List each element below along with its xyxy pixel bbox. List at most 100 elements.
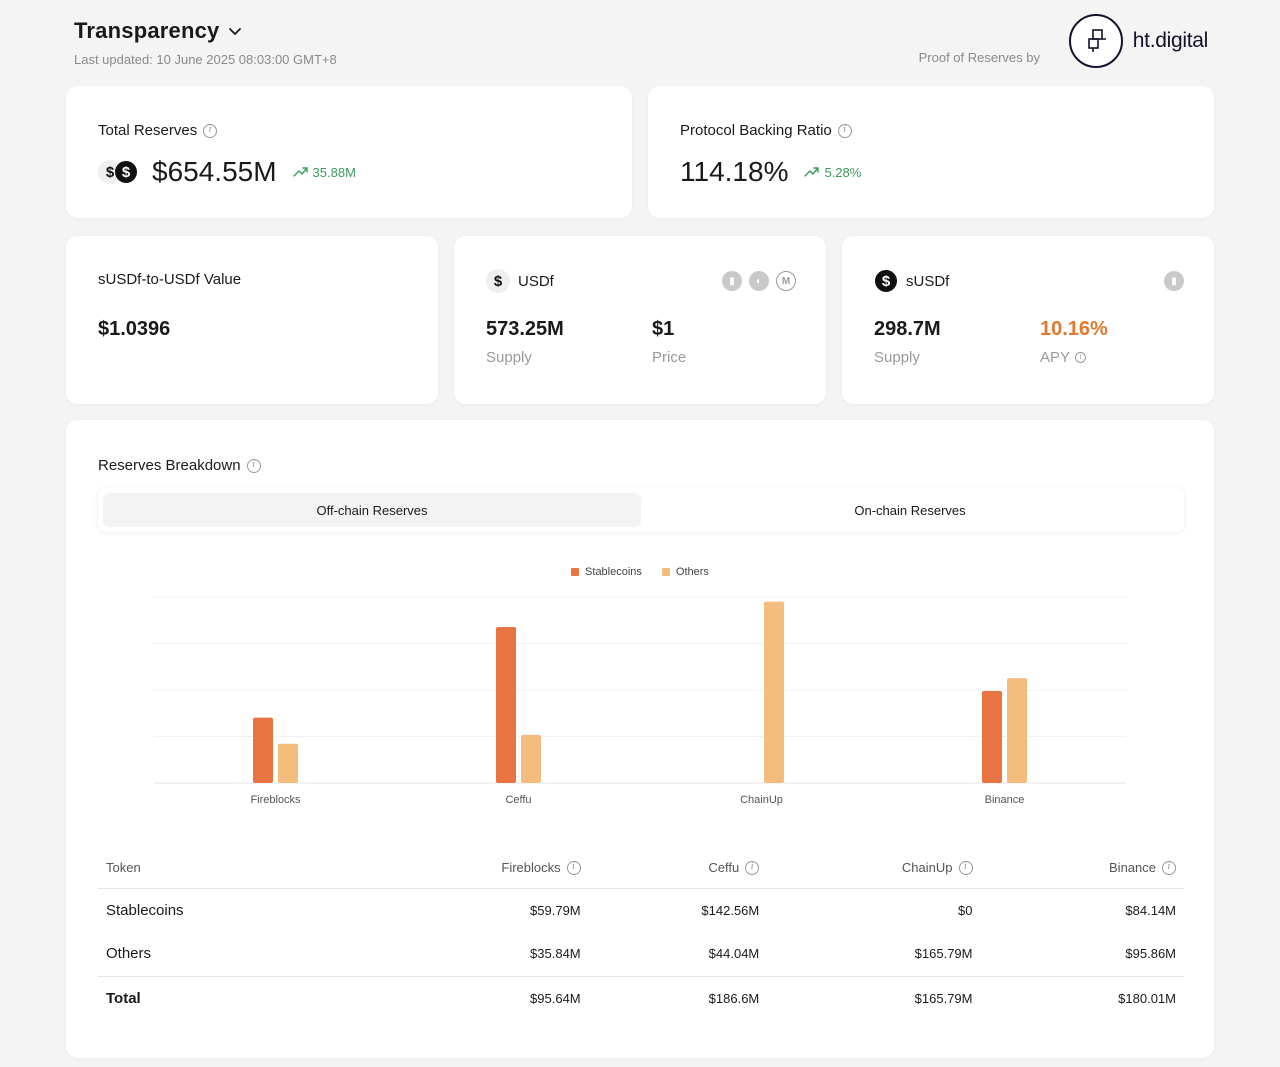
bar-ceffu-stablecoins[interactable] <box>496 627 516 783</box>
backing-ratio-value: 114.18% <box>680 156 789 187</box>
info-icon[interactable]: i <box>203 123 218 138</box>
chart-icon[interactable]: ▮ <box>1164 271 1184 291</box>
susdf-apy-label-text: APY <box>1040 349 1071 366</box>
col-binance-label: Binance <box>1109 860 1156 876</box>
usdf-supply-block: 573.25M Supply <box>486 318 564 366</box>
col-token: Token <box>98 848 352 889</box>
tab-on-chain-reserves[interactable]: On-chain Reserves <box>854 502 966 518</box>
col-chainup-label: ChainUp <box>901 860 953 876</box>
coinmarketcap-icon[interactable]: M <box>776 271 796 291</box>
cell-value: $186.6M <box>708 990 760 1006</box>
usdf-chain-icons: ▮ ◐ M <box>722 271 796 291</box>
backing-ratio-label-text: Protocol Backing Ratio <box>680 122 832 139</box>
reserves-breakdown-title-text: Reserves Breakdown <box>98 457 241 474</box>
cell-value: $95.86M <box>980 932 1184 977</box>
reserves-breakdown-card: Reserves Breakdown i Off-chain Reserves … <box>66 420 1214 1058</box>
bar-chainup-others[interactable] <box>764 601 784 783</box>
cell-value: $165.79M <box>914 990 973 1006</box>
x-tick-label-ceffu: Ceffu <box>505 794 531 806</box>
usdf-label-text: USDf <box>518 272 554 290</box>
row-token: Total <box>106 989 141 1007</box>
susdf-apy: 10.16% <box>1040 318 1108 340</box>
legend-others-label: Others <box>675 566 709 578</box>
bar-binance-stablecoins[interactable] <box>982 690 1002 783</box>
title-dropdown[interactable]: Transparency <box>74 18 1214 44</box>
table-row: Stablecoins $59.79M $142.56M $0 $84.14M <box>98 888 1184 932</box>
ht-digital-logo[interactable]: ht.digital <box>1068 14 1209 68</box>
usdf-card: $ USDf ▮ ◐ M 573.25M Supply $1 Price <box>454 236 826 404</box>
curve-icon[interactable]: ◐ <box>749 271 769 291</box>
reserves-table: Token Fireblocks i Ceffu i ChainUp i Binanc… <box>98 848 1184 1020</box>
trend-up-icon <box>804 167 820 177</box>
chart-icon[interactable]: ▮ <box>722 271 742 291</box>
x-tick-label-fireblocks: Fireblocks <box>250 794 301 806</box>
backing-ratio-change: 5.28% <box>804 165 861 180</box>
chevron-down-icon <box>229 28 242 35</box>
usdf-coin-icon: $ <box>486 269 510 293</box>
susdf-value-card: sUSDf-to-USDf Value $1.0396 <box>66 236 438 404</box>
cell-value: $0 <box>958 902 973 918</box>
info-icon[interactable]: i <box>745 860 760 875</box>
susdf-coin-icon: $ <box>874 269 898 293</box>
susdf-coin-icon: $ <box>114 160 138 184</box>
col-ceffu-label: Ceffu <box>708 860 740 876</box>
cell-value: $142.56M <box>701 902 760 918</box>
usdf-supply: 573.25M <box>486 318 564 340</box>
info-icon[interactable]: i <box>246 458 261 473</box>
cell-value: $95.64M <box>530 990 581 1006</box>
col-chainup: ChainUp i <box>767 848 981 889</box>
col-binance: Binance i <box>980 848 1184 889</box>
backing-ratio-value-row: 114.18% 5.28% <box>680 156 861 188</box>
total-reserves-value-row: $ $ $654.55M 35.88M <box>98 156 356 188</box>
bar-fireblocks-others[interactable] <box>278 743 298 783</box>
trend-up-icon <box>292 167 308 177</box>
info-icon[interactable]: i <box>958 860 973 875</box>
chart-legend: Stablecoins Others <box>66 566 1214 578</box>
total-reserves-card: Total Reserves i $ $ $654.55M 35.88M <box>66 86 632 218</box>
total-reserves-change: 35.88M <box>292 164 356 180</box>
cell-value: $180.01M <box>1118 990 1176 1006</box>
susdf-chain-icons: ▮ <box>1164 271 1184 291</box>
legend-swatch-others <box>661 568 670 576</box>
legend-stablecoins[interactable]: Stablecoins <box>571 566 642 578</box>
usdf-price-block: $1 Price <box>652 318 686 366</box>
cell-value: $35.84M <box>351 932 589 977</box>
info-icon[interactable]: i <box>837 123 852 138</box>
reserves-breakdown-title: Reserves Breakdown i <box>98 457 261 474</box>
backing-ratio-card: Protocol Backing Ratio i 114.18% 5.28% <box>648 86 1214 218</box>
col-fireblocks: Fireblocks i <box>351 848 589 889</box>
ht-digital-logo-text: ht.digital <box>1132 29 1209 52</box>
susdf-supply-label: Supply <box>874 349 920 366</box>
total-reserves-value: $654.55M <box>152 156 277 187</box>
table-header-row: Token Fireblocks i Ceffu i ChainUp i Binanc… <box>98 848 1184 889</box>
x-tick-label-binance: Binance <box>985 794 1025 806</box>
page-title: Transparency <box>74 18 220 43</box>
susdf-label: $ sUSDf <box>874 269 949 293</box>
backing-ratio-label: Protocol Backing Ratio i <box>680 122 852 139</box>
table-row: Others $35.84M $44.04M $165.79M $95.86M <box>98 932 1184 977</box>
total-reserves-change-text: 35.88M <box>312 164 356 180</box>
legend-swatch-stablecoins <box>571 568 580 576</box>
info-icon[interactable]: i <box>1162 860 1176 875</box>
usdf-label: $ USDf <box>486 269 554 293</box>
col-ceffu: Ceffu i <box>588 848 768 889</box>
col-fireblocks-label: Fireblocks <box>501 860 561 876</box>
info-icon[interactable]: i <box>1075 352 1087 363</box>
susdf-apy-block: 10.16% APY i <box>1040 318 1108 366</box>
ht-digital-logo-icon <box>1068 14 1123 68</box>
legend-stablecoins-label: Stablecoins <box>585 566 642 578</box>
info-icon[interactable]: i <box>566 860 581 875</box>
cell-value: $59.79M <box>530 902 581 918</box>
susdf-card: $ sUSDf ▮ 298.7M Supply 10.16% APY i <box>842 236 1214 404</box>
bar-ceffu-others[interactable] <box>521 734 541 783</box>
susdf-supply-block: 298.7M Supply <box>874 318 941 366</box>
tab-off-chain-reserves[interactable]: Off-chain Reserves <box>103 493 641 527</box>
bar-fireblocks-stablecoins[interactable] <box>253 717 273 783</box>
total-reserves-label-text: Total Reserves <box>98 122 198 139</box>
susdf-supply: 298.7M <box>874 318 941 340</box>
susdf-label-text: sUSDf <box>906 272 950 290</box>
usdf-supply-label: Supply <box>486 349 532 366</box>
cell-value: $84.14M <box>1125 902 1176 918</box>
legend-others[interactable]: Others <box>661 566 709 578</box>
bar-binance-others[interactable] <box>1007 678 1027 783</box>
